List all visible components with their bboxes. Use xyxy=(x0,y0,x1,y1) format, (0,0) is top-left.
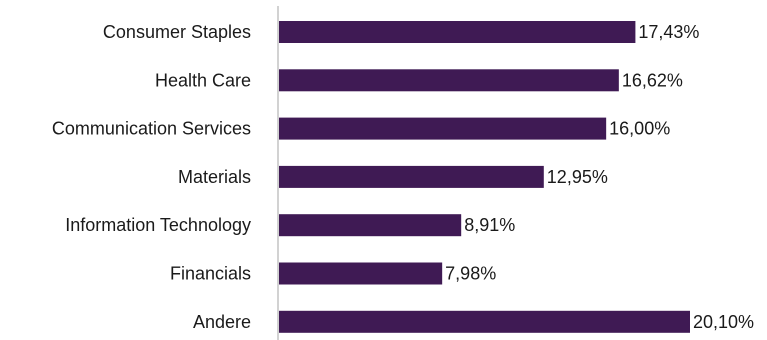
value-label-1: 16,62% xyxy=(622,70,683,90)
bar-2 xyxy=(279,117,607,140)
bar-3 xyxy=(279,165,544,188)
category-label-5: Financials xyxy=(170,264,251,284)
category-label-4: Information Technology xyxy=(65,215,251,235)
bar-4 xyxy=(279,214,462,237)
value-label-4: 8,91% xyxy=(464,215,515,235)
value-labels: 17,43% 16,62% 16,00% 12,95% 8,91% 7,98% 20,10% xyxy=(445,22,754,332)
category-label-6: Andere xyxy=(193,312,251,332)
value-label-6: 20,10% xyxy=(693,312,754,332)
category-label-0: Consumer Staples xyxy=(103,22,251,42)
value-label-2: 16,00% xyxy=(609,119,670,139)
bar-0 xyxy=(279,21,636,43)
bars-group xyxy=(279,21,690,333)
value-label-0: 17,43% xyxy=(638,22,699,42)
bar-6 xyxy=(279,310,690,333)
category-label-2: Communication Services xyxy=(52,119,251,139)
category-label-1: Health Care xyxy=(155,70,251,90)
value-label-3: 12,95% xyxy=(547,167,608,187)
category-labels: Consumer Staples Health Care Communication… xyxy=(52,22,251,332)
bar-1 xyxy=(279,69,619,92)
value-label-5: 7,98% xyxy=(445,264,496,284)
bar-5 xyxy=(279,262,443,285)
category-label-3: Materials xyxy=(178,167,251,187)
